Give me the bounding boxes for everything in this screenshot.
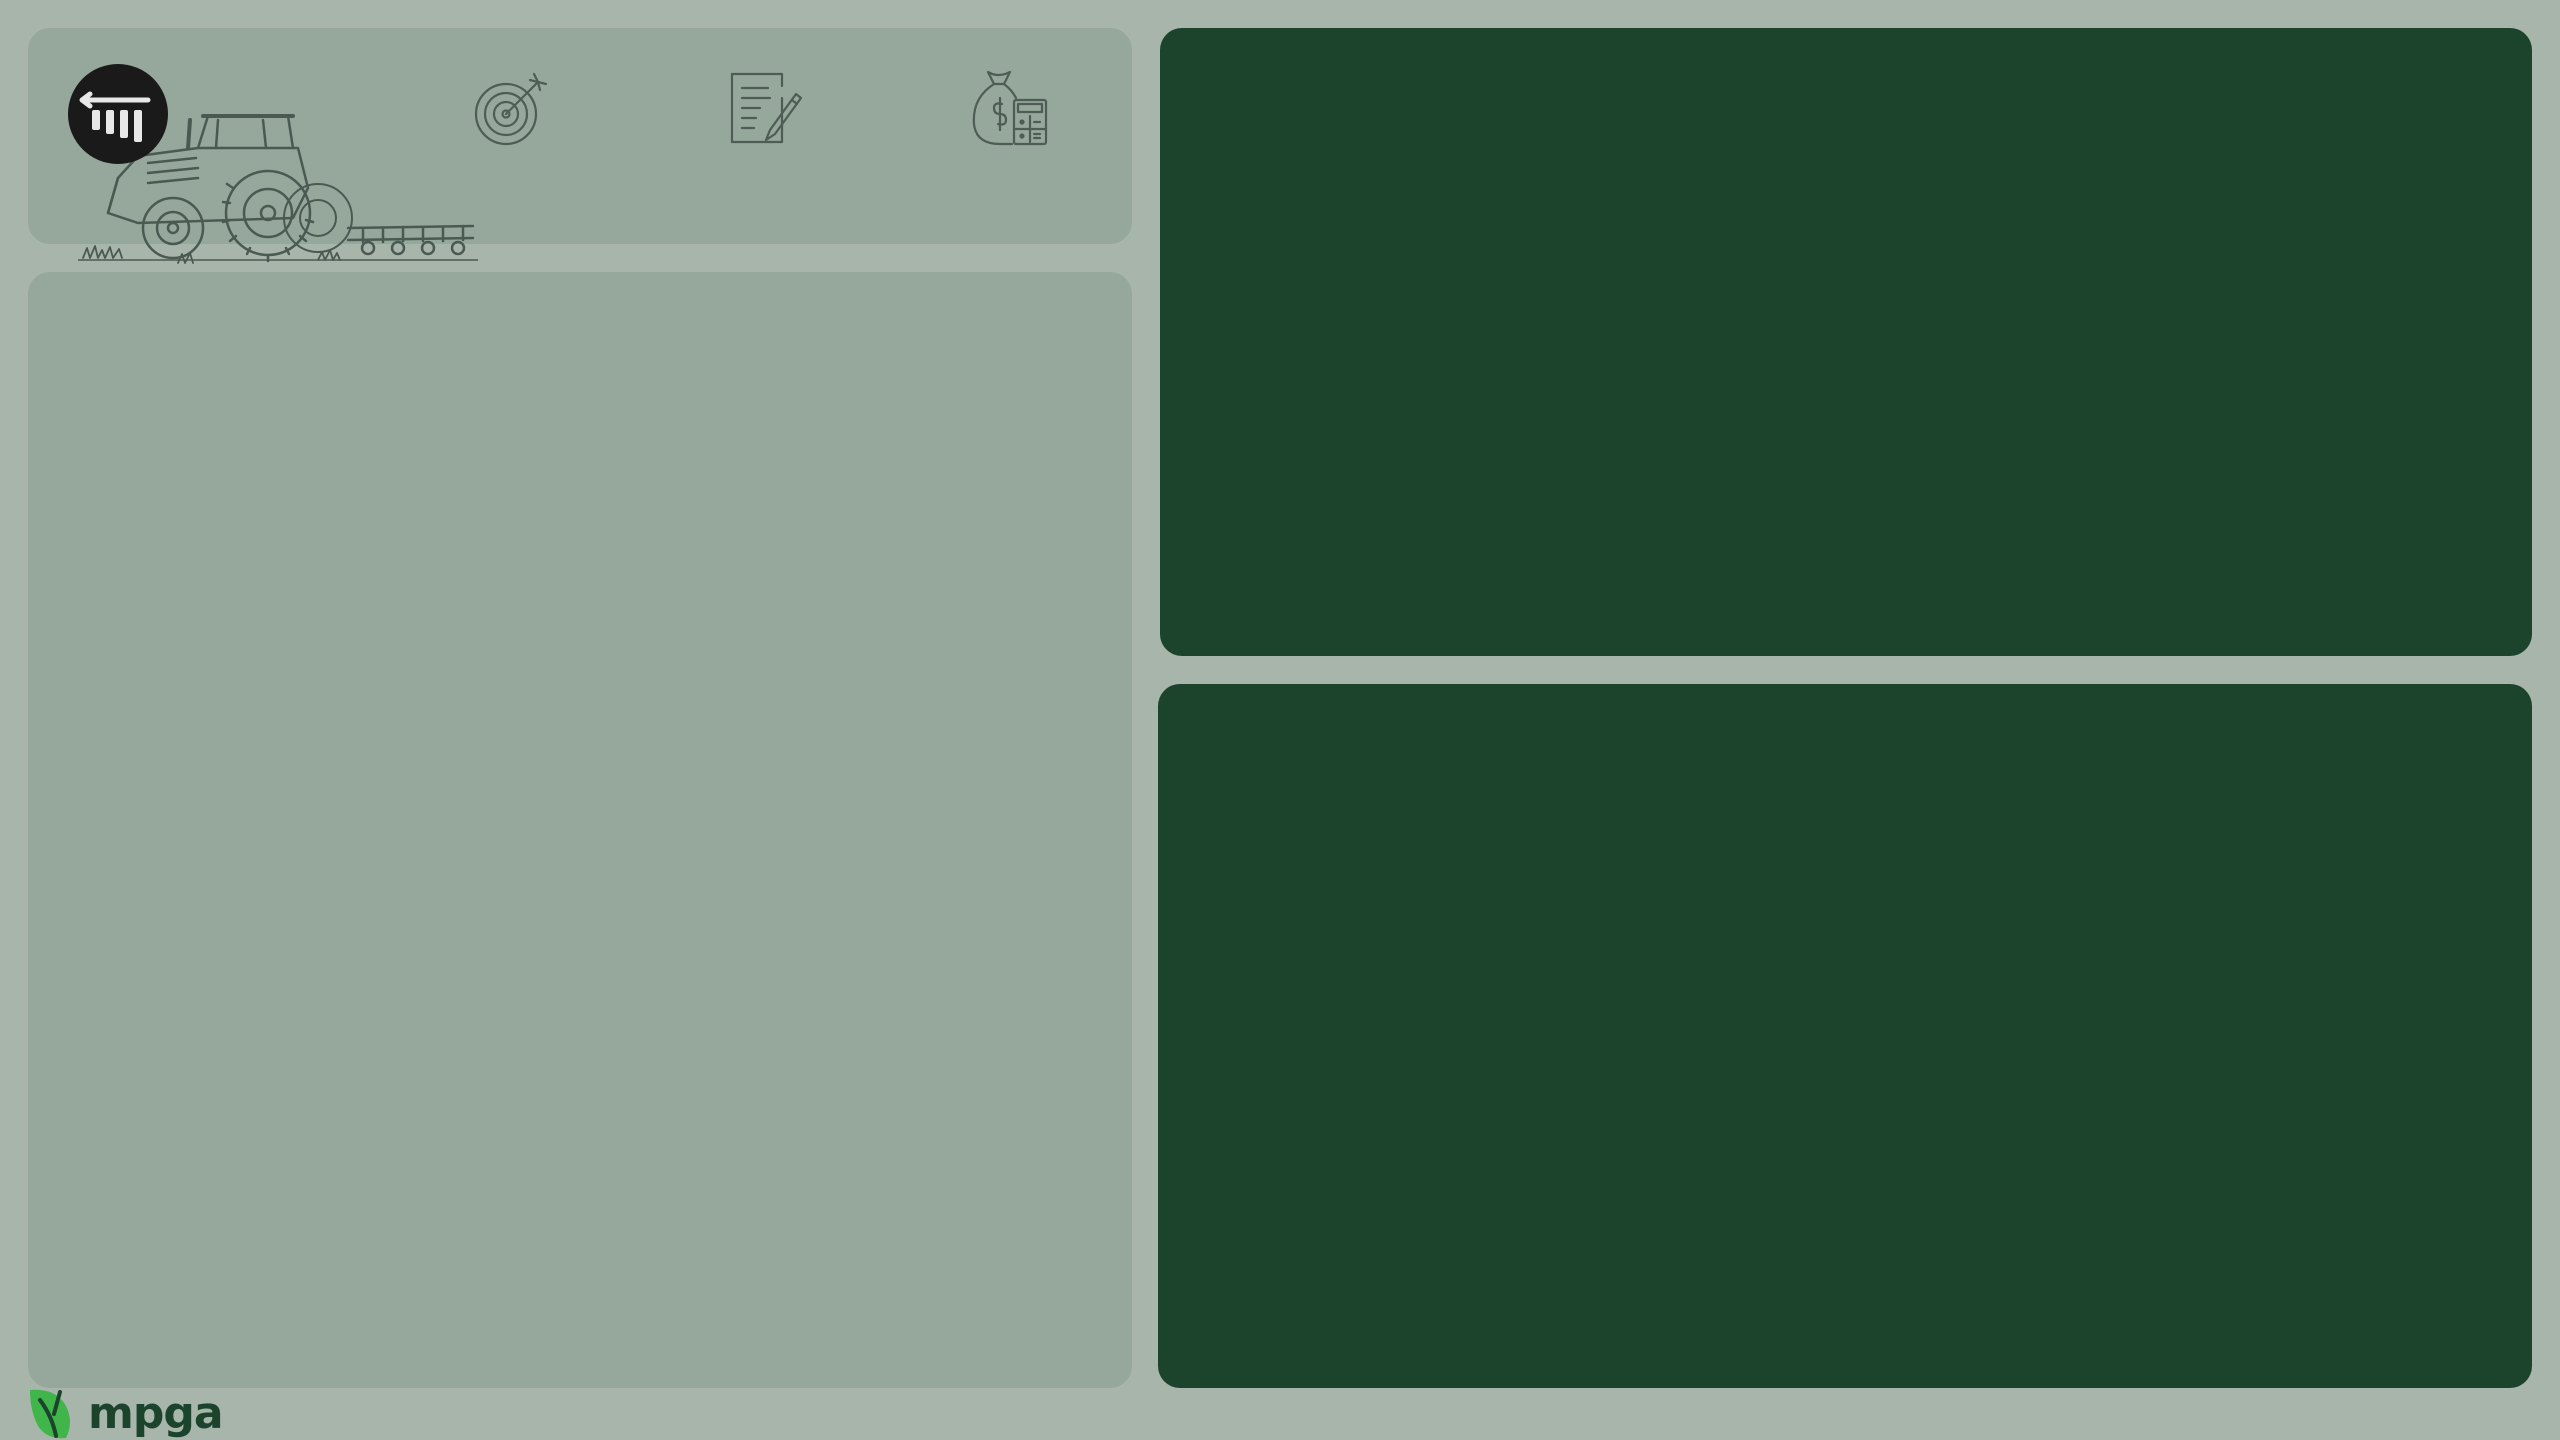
tractor-illustration — [78, 114, 478, 264]
leaf-logo-icon — [30, 1389, 70, 1439]
right-bottom-panel — [1158, 684, 2532, 1388]
back-button[interactable] — [68, 64, 168, 164]
brand-logo: mpga — [26, 1386, 226, 1440]
document-edit-icon[interactable] — [726, 68, 806, 148]
left-content-panel — [28, 272, 1132, 1388]
right-top-panel — [1160, 28, 2532, 656]
target-icon[interactable] — [472, 68, 552, 148]
header-panel — [28, 28, 1132, 264]
back-arrow-bars-icon — [79, 91, 151, 142]
logo-text: mpga — [88, 1387, 224, 1439]
money-bag-calculator-icon[interactable] — [970, 68, 1050, 148]
